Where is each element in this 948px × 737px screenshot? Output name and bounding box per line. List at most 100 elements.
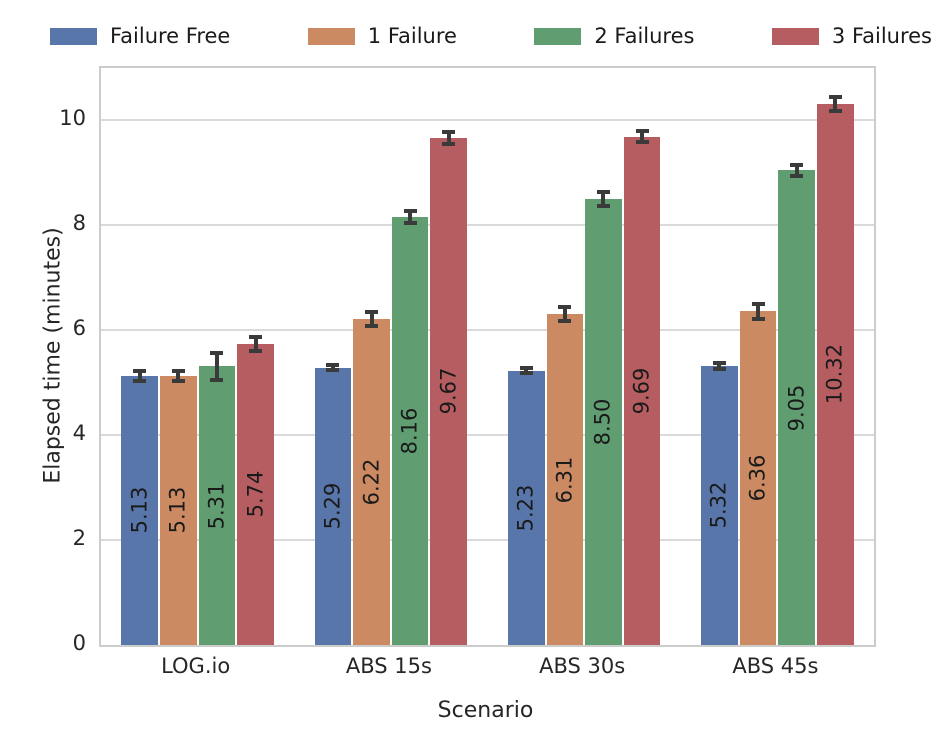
error-bar-cap — [171, 368, 185, 373]
error-bar-cap — [828, 94, 842, 99]
error-bar-cap — [210, 377, 224, 382]
bar — [121, 375, 159, 645]
error-bar — [214, 353, 219, 380]
bar — [701, 365, 738, 645]
bar — [391, 216, 429, 645]
bar — [816, 103, 854, 645]
error-bar-cap — [403, 221, 417, 226]
bar-value-label: 6.36 — [745, 454, 770, 502]
error-bar — [756, 303, 761, 320]
bar — [314, 367, 352, 645]
error-bar — [524, 368, 529, 374]
error-bar-cap — [790, 163, 804, 168]
bar-value-label: 5.32 — [706, 482, 731, 529]
bar-value-label: 5.74 — [243, 471, 268, 518]
x-axis-label: Scenario — [437, 698, 534, 723]
legend-label: Failure Free — [110, 23, 231, 48]
gridline — [101, 224, 874, 227]
bar — [623, 136, 661, 645]
legend-label: 2 Failures — [594, 23, 695, 48]
error-bar-cap — [442, 141, 456, 146]
y-tick-label: 4 — [72, 421, 86, 446]
bar-value-label: 5.23 — [513, 484, 538, 532]
bar-value-label: 5.13 — [165, 487, 190, 534]
bar-value-label: 10.32 — [822, 344, 847, 405]
error-bar-cap — [519, 371, 533, 376]
y-tick-label: 0 — [72, 631, 86, 655]
error-bar-cap — [133, 369, 147, 374]
error-bar-cap — [635, 129, 649, 134]
error-bar-cap — [790, 173, 804, 178]
error-bar — [717, 363, 722, 369]
legend-item: 1 Failure — [307, 25, 457, 47]
error-bar-cap — [365, 309, 379, 314]
legend-swatch-icon — [307, 27, 355, 45]
error-bar-cap — [828, 108, 842, 113]
x-tick-label: LOG.io — [161, 654, 231, 678]
error-bar — [369, 311, 374, 326]
error-bar-cap — [210, 351, 224, 356]
error-bar-cap — [558, 318, 572, 323]
error-bar-cap — [712, 361, 726, 366]
error-bar-cap — [712, 366, 726, 371]
bar — [237, 343, 274, 645]
error-bar-cap — [635, 139, 649, 144]
legend-swatch-icon — [534, 27, 582, 45]
bar-value-label: 5.31 — [204, 482, 229, 530]
error-bar — [833, 96, 838, 111]
bar — [353, 318, 390, 645]
y-tick-label: 8 — [72, 211, 86, 236]
error-bar — [562, 307, 567, 321]
error-bar-cap — [326, 362, 340, 367]
y-tick-label: 6 — [72, 316, 86, 341]
bar-value-label: 8.50 — [590, 398, 615, 446]
bar — [507, 370, 545, 645]
bar — [778, 170, 815, 645]
error-bar-cap — [558, 305, 572, 310]
bar-value-label: 5.29 — [320, 482, 345, 530]
chart-legend: Failure Free 1 Failure 2 Failures 3 Failure… — [50, 18, 932, 54]
bar-value-label: 6.22 — [359, 458, 384, 506]
bar-value-label: 6.31 — [552, 456, 577, 503]
bar — [739, 311, 777, 645]
legend-item: 3 Failures — [771, 23, 932, 48]
bar — [198, 366, 236, 645]
error-bar-cap — [365, 323, 379, 328]
error-bar — [408, 210, 413, 224]
y-tick-label: 2 — [72, 526, 86, 551]
bar-value-label: 9.69 — [629, 367, 654, 415]
error-bar-cap — [403, 208, 417, 213]
bar — [430, 137, 468, 645]
x-axis-ticks: LOG.io ABS 15s ABS 30s ABS 45s — [99, 656, 872, 682]
error-bar-cap — [596, 190, 610, 195]
gridline — [101, 329, 874, 332]
error-bar — [253, 336, 258, 352]
gridline — [101, 119, 874, 122]
bar-value-label: 9.05 — [784, 384, 809, 432]
error-bar-cap — [249, 334, 263, 339]
y-axis-ticks: 0 2 4 6 8 10 — [0, 66, 86, 654]
error-bar — [330, 364, 335, 371]
error-bar-cap — [326, 368, 340, 373]
legend-swatch-icon — [50, 27, 97, 45]
x-tick-label: ABS 15s — [345, 654, 432, 678]
legend-item: Failure Free — [50, 23, 231, 48]
legend-label: 3 Failures — [831, 23, 932, 48]
error-bar-cap — [751, 317, 765, 322]
error-bar-cap — [751, 301, 765, 306]
error-bar — [446, 132, 451, 144]
gridline — [101, 434, 874, 437]
legend-item: 2 Failures — [534, 23, 695, 48]
y-tick-label: 10 — [59, 106, 86, 131]
bar — [585, 199, 622, 645]
gridline — [101, 539, 874, 542]
bar — [160, 375, 197, 645]
bar — [546, 314, 584, 645]
plot-area: 5.13 5.13 5.31 5.74 5.29 6.22 8.16 9.67 5.23 6.31… — [99, 66, 876, 647]
bar-value-label: 5.13 — [127, 487, 152, 534]
error-bar — [794, 165, 799, 176]
legend-swatch-icon — [771, 27, 819, 45]
error-bar — [601, 192, 606, 206]
error-bar-cap — [596, 203, 610, 208]
